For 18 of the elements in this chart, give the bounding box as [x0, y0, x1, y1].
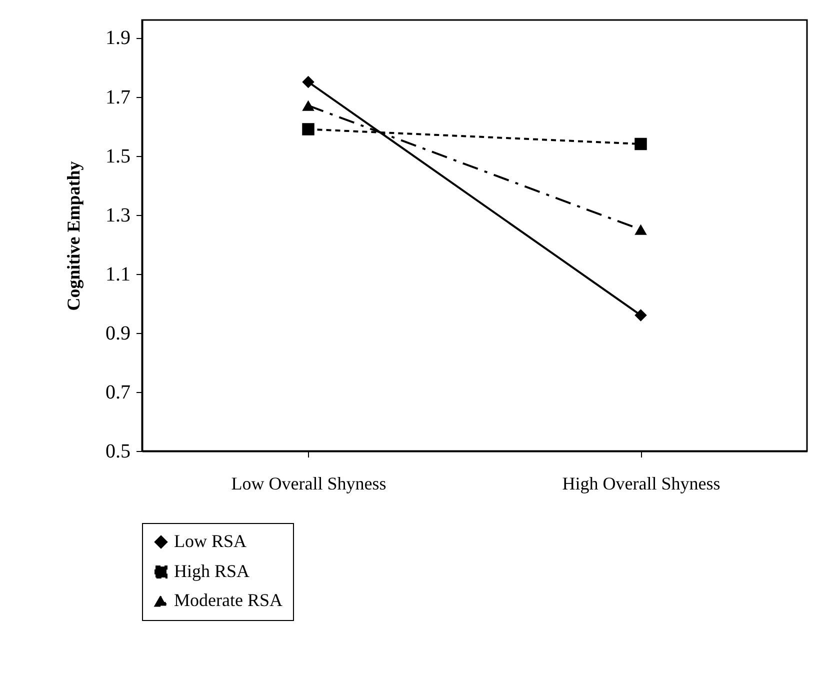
y-tick-label: 1.7	[106, 86, 130, 108]
y-tick-label: 1.3	[106, 204, 130, 226]
y-tick-label: 1.9	[106, 27, 130, 50]
point	[302, 123, 314, 136]
legend-label: Moderate RSA	[174, 590, 282, 610]
y-tick-label: 0.9	[106, 322, 130, 344]
legend-label: Low RSA	[174, 531, 247, 551]
x-tick-label: Low Overall Shyness	[231, 474, 386, 494]
y-axis-title: Cognitive Empathy	[64, 161, 84, 311]
y-tick-label: 1.1	[106, 263, 130, 286]
point	[634, 309, 647, 322]
y-tick-label: 0.7	[106, 381, 130, 404]
y-tick-label: 1.5	[106, 145, 130, 168]
x-tick-label: High Overall Shyness	[562, 474, 720, 494]
legend-label: High RSA	[174, 561, 250, 581]
point	[302, 76, 314, 88]
point	[634, 138, 647, 150]
y-tick-label: 0.5	[106, 440, 130, 462]
